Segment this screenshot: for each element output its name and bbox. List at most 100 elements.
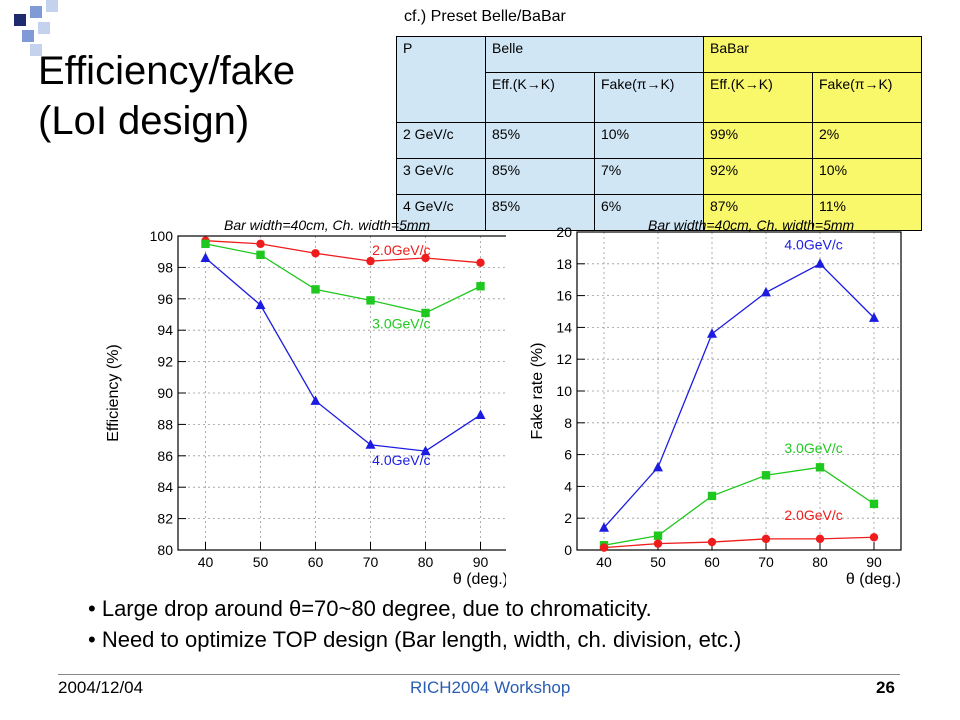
data-point (255, 299, 266, 310)
data-point (869, 533, 879, 542)
footer-date: 2004/12/04 (58, 678, 144, 697)
corner-square (30, 6, 42, 18)
table-cell: 10% (594, 122, 704, 159)
plot-area (178, 236, 506, 550)
page-title: Efficiency/fake (LoI design) (38, 46, 378, 146)
series-label: 3.0GeV/c (372, 316, 430, 332)
bullet-item: • Need to optimize TOP design (Bar lengt… (88, 627, 742, 652)
series-label: 2.0GeV/c (784, 507, 842, 523)
y-tick-label: 94 (157, 322, 173, 338)
table-cell: 2 GeV/c (396, 122, 486, 159)
data-point (815, 534, 825, 544)
y-tick-label: 88 (157, 416, 173, 432)
table-caption: cf.) Preset Belle/BaBar (404, 8, 566, 25)
table-cell: 7% (594, 158, 704, 195)
series-label: 4.0GeV/c (784, 236, 842, 252)
y-axis-label: Fake rate (%) (529, 343, 546, 440)
series-line (603, 466, 875, 546)
preset-table: P Belle BaBar Eff.(K→K) Fake(π→K) Eff.(K… (396, 36, 922, 231)
efficiency-chart: 40 50 60 70 80 90 80 82 84 86 88 90 92 94 96 98 100 Bar w… (105, 218, 506, 588)
bullet-list: • Large drop around θ=70~80 degree, due … (88, 593, 848, 655)
x-axis-label: θ (deg.) (453, 571, 506, 588)
table-cell: 11% (812, 194, 922, 231)
x-tick-label: 80 (418, 554, 434, 570)
data-point (653, 531, 663, 540)
y-tick-label: 14 (556, 319, 572, 335)
series-line (205, 243, 481, 314)
y-tick-label: 92 (157, 354, 173, 370)
x-tick-label: 60 (308, 554, 324, 570)
bullet-item: • Large drop around θ=70~80 degree, due … (88, 596, 652, 621)
x-tick-label: 80 (812, 554, 828, 570)
y-tick-label: 6 (564, 447, 572, 463)
data-point (761, 471, 771, 480)
data-point (256, 239, 265, 249)
table-row: 2 GeV/c 85% 10% 99% 2% (396, 122, 922, 159)
data-point (256, 250, 265, 260)
x-tick-label: 90 (866, 554, 882, 570)
y-tick-label: 86 (157, 448, 173, 464)
y-tick-label: 8 (564, 415, 572, 431)
series-line (603, 536, 875, 549)
series-label: 2.0GeV/c (372, 242, 430, 258)
data-point (421, 253, 430, 263)
data-point (707, 328, 717, 338)
x-tick-label: 40 (198, 554, 214, 570)
y-tick-label: 20 (556, 224, 572, 240)
corner-square (14, 14, 26, 26)
table-cell: 87% (703, 194, 813, 231)
data-point (707, 491, 717, 501)
data-point (421, 308, 430, 318)
series-label: 4.0GeV/c (372, 452, 430, 468)
corner-square (22, 30, 34, 42)
x-tick-label: 70 (363, 554, 379, 570)
data-point (311, 285, 320, 294)
y-tick-label: 98 (157, 259, 173, 275)
data-point (599, 543, 609, 552)
x-tick-label: 90 (473, 554, 489, 570)
footer-divider (58, 674, 900, 675)
table-row: 4 GeV/c 85% 6% 87% 11% (396, 194, 922, 231)
subheader-cell: Eff.(K→K) (703, 72, 813, 123)
x-tick-label: 70 (758, 554, 774, 570)
data-point (366, 256, 375, 266)
x-tick-label: 50 (253, 554, 269, 570)
y-tick-label: 4 (564, 478, 572, 494)
table-cell: 3 GeV/c (396, 158, 486, 195)
corner-square (46, 0, 58, 12)
corner-square (38, 22, 50, 34)
y-tick-label: 18 (556, 256, 572, 272)
y-tick-label: 12 (556, 351, 572, 367)
data-point (366, 296, 375, 305)
y-tick-label: 10 (556, 383, 572, 399)
y-tick-label: 0 (564, 542, 572, 558)
data-point (200, 252, 211, 262)
data-point (815, 258, 825, 268)
page-title-line: (LoI design) (38, 99, 250, 143)
series-line (205, 240, 481, 264)
data-point (420, 445, 431, 456)
x-axis-label: θ (deg.) (846, 571, 901, 588)
table-cell: 10% (812, 158, 922, 195)
subheader-cell: Fake(π→K) (812, 72, 922, 123)
x-tick-label: 50 (650, 554, 666, 570)
data-point (476, 258, 485, 267)
data-point (475, 409, 486, 419)
footer-conference: RICH2004 Workshop (410, 678, 571, 697)
header-p: P (396, 36, 486, 123)
data-point (815, 463, 825, 472)
y-tick-label: 100 (150, 228, 174, 244)
x-tick-label: 60 (704, 554, 720, 570)
data-point (761, 286, 771, 297)
table-cell: 92% (703, 158, 813, 195)
table-cell: 85% (485, 122, 595, 159)
table-cell: 2% (812, 122, 922, 159)
data-point (476, 282, 485, 291)
data-point (707, 537, 717, 547)
y-tick-label: 2 (564, 510, 572, 526)
data-point (599, 522, 609, 532)
series-label: 3.0GeV/c (784, 440, 842, 456)
subheader-cell: Fake(π→K) (594, 72, 704, 123)
y-tick-label: 84 (157, 479, 173, 495)
y-tick-label: 16 (556, 288, 572, 304)
